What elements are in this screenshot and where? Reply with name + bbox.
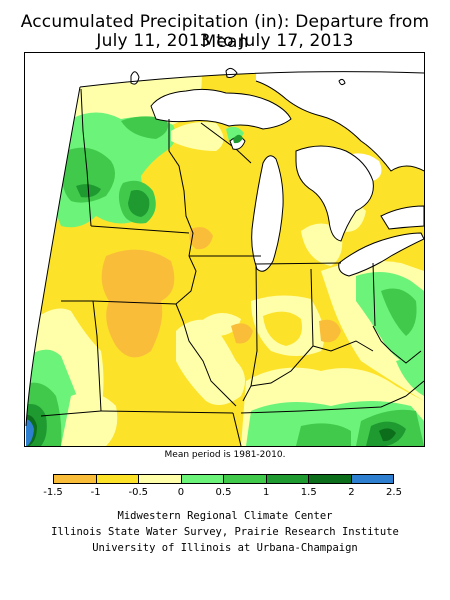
arrowhead-island [233,134,243,144]
legend-swatch-1 [96,475,139,483]
oh-pa-border [372,262,376,327]
mn-wi-border [168,119,194,257]
lake-outlines [150,80,424,277]
ia-mo-border [92,300,177,305]
zone-southeast-very-wet [379,428,396,442]
georgian-bay [346,153,382,181]
zone-mn-wetter [62,147,115,203]
legend-tick-label: 0.5 [215,487,232,498]
zone-mn-wettest [128,190,150,217]
legend-tick-label: 1 [262,487,270,498]
credit-line-1: Midwestern Regional Climate Center [117,510,333,522]
legend-swatch-7 [351,475,393,483]
legend-swatch-3 [181,475,224,483]
ky-va-border [405,380,424,397]
legend-swatch-6 [309,475,352,483]
lake-erie [338,233,424,276]
zone-ok-nearnormal [61,392,118,446]
legend-tick-label: 2.5 [386,487,402,498]
lake-huron [296,146,374,241]
title-line-2: July 11, 2013 to July 17, 2013 [96,31,354,51]
mn-west-border [80,88,92,227]
legend-swatch-2 [139,475,182,483]
legend-swatch-0 [54,475,97,483]
region-edge [79,71,424,88]
ia-east-border [175,255,197,305]
zone-up-nearnormal [171,122,224,151]
zone-il-nearnormal [201,312,241,336]
zone-ky-wetter [296,423,351,446]
legend-swatch-5 [266,475,309,483]
zone-il-deficit-spot [231,323,253,344]
legend-tick-label: 0 [177,487,185,498]
zone-wi-deficit-spot [189,227,213,250]
zone-ia-strong-deficit [101,249,175,358]
zone-mi-nearnormal [301,223,343,266]
legend-tick-label: 2 [348,487,355,498]
credit-line-2: Illinois State Water Survey, Prairie Res… [51,526,399,538]
map-frame [24,52,425,447]
canada-north-blank [256,71,424,171]
legend-tick-label: -1 [90,487,101,498]
lake-michigan [251,155,284,272]
in-ky-border [250,345,314,387]
state-boundaries [40,88,424,446]
ky-tn-border [240,395,407,414]
il-mo-border [175,303,237,407]
wv-border [372,325,422,364]
legend-tick-label: -0.5 [128,487,148,498]
region-west-edge [25,86,81,427]
lake-superior [151,89,291,129]
zone-sw-extreme-wet [26,418,34,446]
oh-ky-border [312,340,374,352]
il-in-border [242,262,258,402]
zone-oh-deficit-spot [319,319,341,343]
legend-tick-label: -1.5 [43,487,63,498]
title-line-1: Accumulated Precipitation (in): Departur… [20,12,430,52]
zone-in-deficit [263,311,302,346]
in-oh-border [310,268,314,347]
zone-mn-arrowhead-wet [121,116,169,139]
precipitation-departure-map [25,67,424,446]
zone-east-wetter [381,288,417,336]
color-legend-labels: -1.5 -1 -0.5 0 0.5 1 1.5 2 2.5 [0,487,450,501]
mo-west-border [92,300,102,412]
mn-ia-border [90,225,190,234]
mo-south-border [100,410,234,414]
credit-line-3: University of Illinois at Urbana-Champai… [92,542,358,554]
legend-swatch-4 [224,475,267,483]
ar-ms-border [232,412,242,446]
mean-period-note: Mean period is 1981-2010. [164,450,286,460]
legend-tick-label: 1.5 [300,487,317,498]
color-legend-bar [53,474,394,484]
zone-mo-il-nearnormal [176,319,245,405]
ok-ks-border [40,410,102,417]
